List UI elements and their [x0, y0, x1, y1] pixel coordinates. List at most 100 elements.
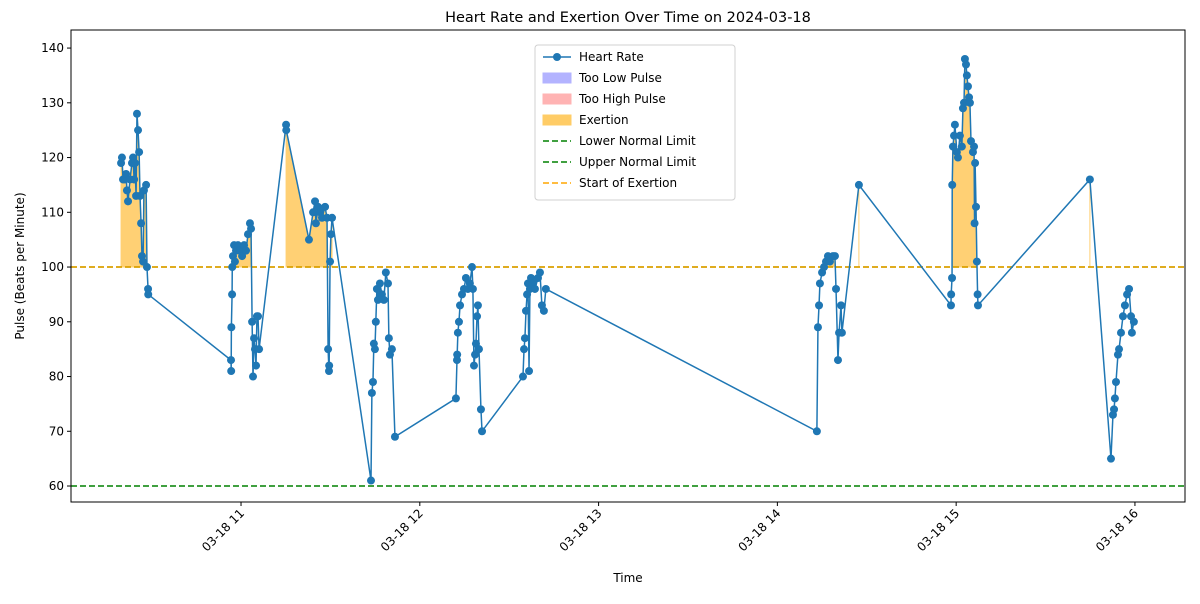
data-point [1125, 284, 1134, 293]
data-point [535, 268, 544, 277]
data-point [122, 186, 131, 195]
data-point [227, 367, 236, 376]
data-point [965, 98, 974, 107]
data-point [971, 159, 980, 168]
data-point [227, 356, 236, 365]
data-point [539, 306, 548, 315]
data-point [1110, 405, 1119, 414]
legend-label: Lower Normal Limit [579, 134, 696, 148]
data-point [242, 246, 251, 255]
data-point [530, 284, 539, 293]
legend-label: Upper Normal Limit [579, 155, 696, 169]
data-point [476, 405, 485, 414]
data-point [131, 159, 140, 168]
x-tick-label: 03-18 13 [557, 506, 605, 554]
data-point [1085, 175, 1094, 184]
data-point [387, 345, 396, 354]
data-point [962, 71, 971, 80]
data-point [1116, 328, 1125, 337]
data-point [854, 180, 863, 189]
data-point [522, 306, 531, 315]
data-point [1120, 301, 1129, 310]
data-point [813, 323, 822, 332]
data-point [830, 252, 839, 261]
plot-area [71, 55, 1185, 487]
data-point [135, 148, 144, 157]
data-point [230, 257, 239, 266]
y-axis-label: Pulse (Beats per Minute) [13, 192, 27, 339]
data-point [228, 290, 237, 299]
data-point [255, 345, 264, 354]
legend-marker [553, 53, 561, 61]
data-point [367, 388, 376, 397]
y-tick-label: 110 [41, 205, 64, 219]
data-point [371, 317, 380, 326]
y-tick-label: 100 [41, 260, 64, 274]
data-point [518, 372, 527, 381]
data-point [384, 334, 393, 343]
legend-label: Too Low Pulse [578, 71, 662, 85]
data-point [478, 427, 487, 436]
data-point [254, 312, 263, 321]
legend-patch [542, 93, 572, 105]
data-point [947, 290, 956, 299]
data-point [957, 142, 966, 151]
data-point [960, 98, 969, 107]
legend-patch [542, 114, 572, 126]
data-point [309, 208, 318, 217]
data-point [456, 301, 465, 310]
data-point [1111, 378, 1120, 387]
legend-box [534, 44, 736, 201]
legend-patch [542, 72, 572, 84]
data-point [248, 317, 257, 326]
data-point [972, 202, 981, 211]
data-point [117, 153, 126, 162]
data-point [453, 350, 462, 359]
data-point [304, 235, 313, 244]
data-point [142, 180, 151, 189]
data-point [453, 328, 462, 337]
data-point [541, 284, 550, 293]
data-point [1118, 312, 1127, 321]
data-point [525, 367, 534, 376]
exertion-area [285, 124, 328, 268]
data-point [961, 60, 970, 69]
y-tick-label: 130 [41, 96, 64, 110]
y-tick-label: 80 [49, 370, 64, 384]
data-point [390, 432, 399, 441]
data-point [227, 323, 236, 332]
data-point [370, 345, 379, 354]
data-point [1106, 454, 1115, 463]
data-point [326, 257, 335, 266]
data-point [815, 301, 824, 310]
legend-label: Start of Exertion [579, 176, 677, 190]
data-point [311, 219, 320, 228]
data-point [130, 175, 139, 184]
plot-frame [70, 29, 1186, 503]
data-point [252, 361, 261, 370]
data-point [469, 361, 478, 370]
y-tick-label: 60 [49, 479, 64, 493]
data-point [953, 153, 962, 162]
data-point [321, 202, 330, 211]
data-point [832, 284, 841, 293]
data-point [837, 301, 846, 310]
y-tick-label: 140 [41, 41, 64, 55]
data-point [328, 213, 337, 222]
data-point [520, 334, 529, 343]
data-point [132, 109, 141, 118]
data-point [474, 345, 483, 354]
data-point [473, 312, 482, 321]
data-point [366, 476, 375, 485]
x-tick-label: 03-18 15 [914, 506, 962, 554]
data-point [963, 82, 972, 91]
y-tick-label: 70 [49, 424, 64, 438]
data-point [468, 263, 477, 272]
data-point [124, 197, 133, 206]
data-point [1115, 345, 1124, 354]
y-tick-label: 120 [41, 151, 64, 165]
x-tick-label: 03-18 11 [199, 506, 247, 554]
data-point [833, 356, 842, 365]
data-point [950, 120, 959, 129]
